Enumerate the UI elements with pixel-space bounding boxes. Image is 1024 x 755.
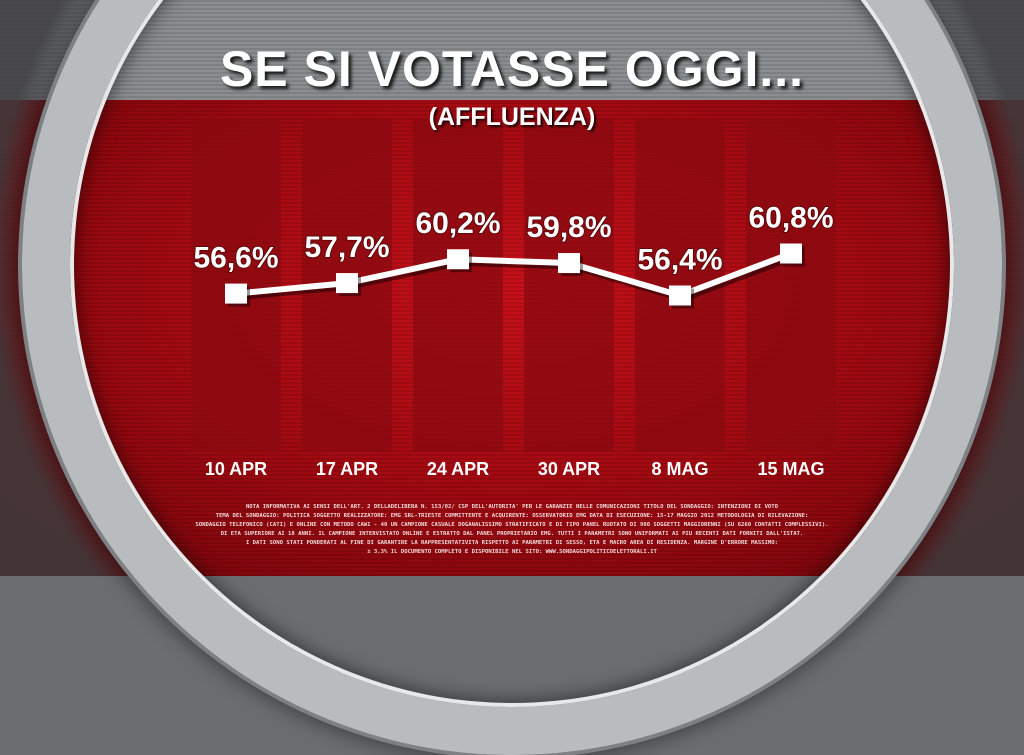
category-column <box>413 118 503 452</box>
category-column <box>524 118 614 452</box>
data-label: 60,8% <box>748 202 833 235</box>
category-column <box>746 118 836 452</box>
footnote-line: ± 3,3% IL DOCUMENTO COMPLETO E DISPONIBI… <box>367 549 657 555</box>
footnote-line: NOTA INFORMATIVA AI SENSI DELL'ART. 2 DE… <box>245 504 779 510</box>
x-tick-label: 24 APR <box>427 459 489 479</box>
data-point <box>669 285 691 306</box>
footnote-line: TEMA DEL SONDAGGIO: POLITICA SOGGETTO RE… <box>215 513 809 519</box>
footnote-line: DI ETA SUPERIORE AI 18 ANNI. IL CAMPIONE… <box>220 531 804 537</box>
data-label: 60,2% <box>415 207 500 240</box>
data-label: 57,7% <box>304 231 389 264</box>
data-point <box>447 249 469 270</box>
x-tick-label: 17 APR <box>316 459 378 479</box>
footnote-line: I DATI SONO STATI PONDERATI AL FINE DI G… <box>245 540 779 546</box>
data-point <box>225 283 247 304</box>
chart-title: SE SI VOTASSE OGGI... <box>219 41 805 97</box>
methodology-footnote: NOTA INFORMATIVA AI SENSI DELL'ART. 2 DE… <box>160 503 864 557</box>
x-tick-label: 10 APR <box>205 459 267 479</box>
x-tick-label: 30 APR <box>538 459 600 479</box>
footnote-line: SONDAGGIO TELEFONICO (CATI) E ONLINE CON… <box>195 522 829 528</box>
x-tick-label: 15 MAG <box>757 459 824 479</box>
data-point <box>558 253 580 274</box>
data-point <box>336 273 358 294</box>
data-label: 56,6% <box>193 242 278 275</box>
chart-subtitle: (AFFLUENZA) <box>428 103 596 131</box>
data-label: 56,4% <box>637 243 722 276</box>
data-label: 59,8% <box>526 211 611 244</box>
x-tick-label: 8 MAG <box>651 459 708 479</box>
data-point <box>780 243 802 264</box>
